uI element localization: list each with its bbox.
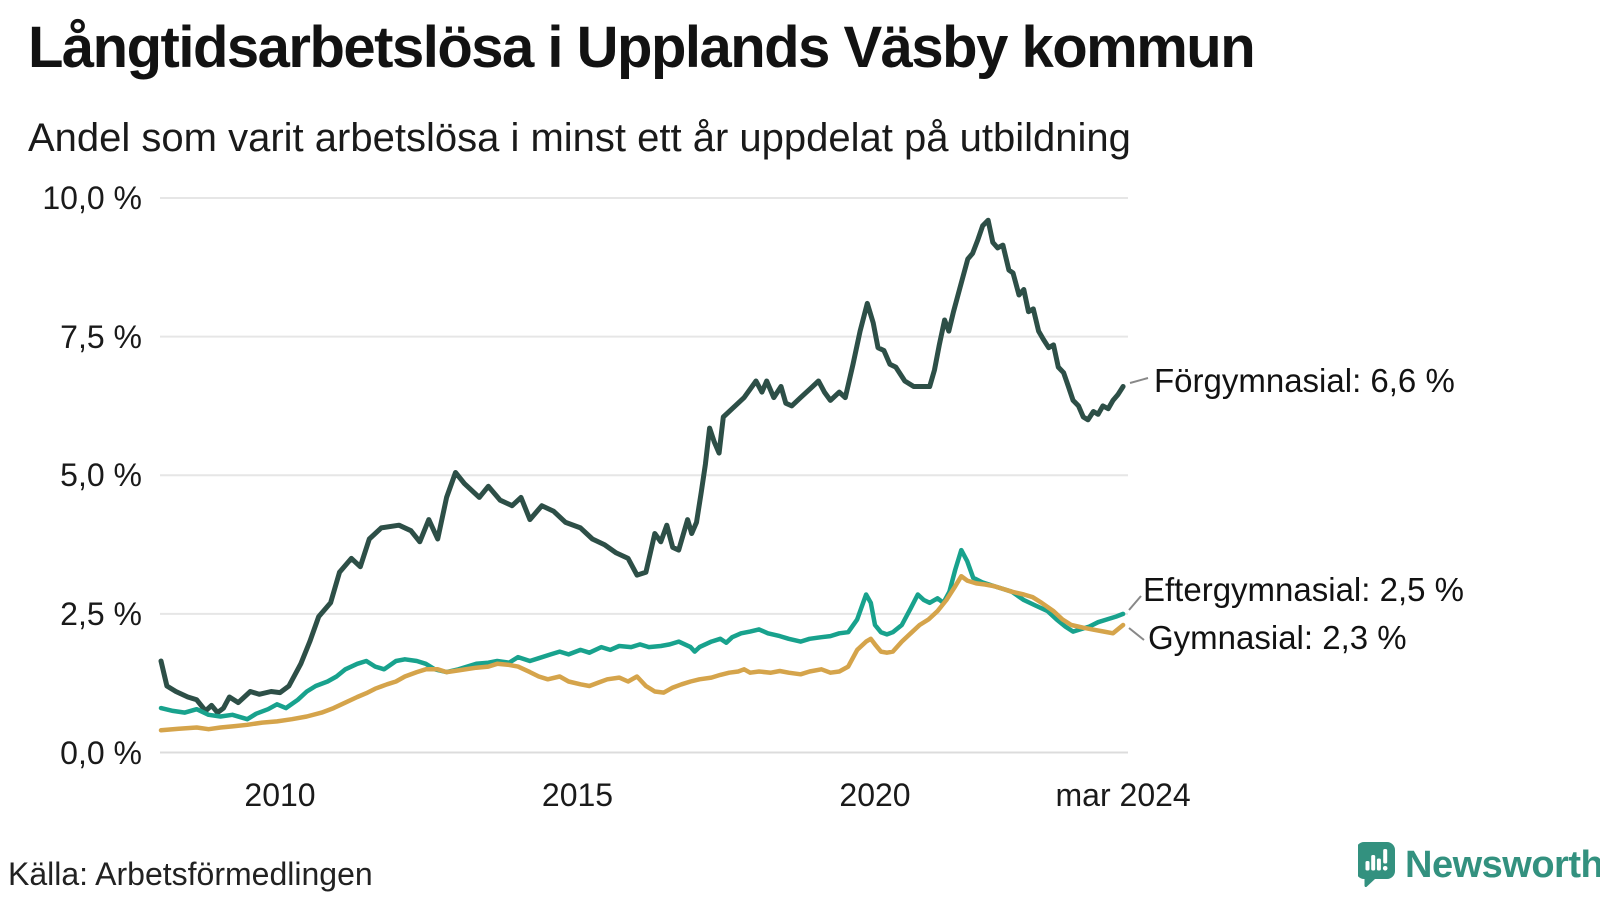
series-end-label-eftergymnasial: Eftergymnasial: 2,5 % [1143, 571, 1464, 608]
source-note: Källa: Arbetsförmedlingen [8, 856, 373, 892]
label-connector-eftergymnasial [1128, 595, 1142, 611]
y-tick-label-10-0-: 10,0 % [42, 180, 142, 216]
x-tick-label-2015: 2015 [541, 777, 614, 813]
x-tick-label-2020: 2020 [839, 777, 911, 813]
newsworthy-wordmark: Newsworthy [1405, 843, 1600, 886]
newsworthy-bubble-icon [1358, 842, 1395, 888]
series-end-label-f-rgymnasial: Förgymnasial: 6,6 % [1154, 362, 1455, 399]
newsworthy-logo: Newsworthy [1358, 842, 1600, 888]
chart-title: Långtidsarbetslösa i Upplands Väsby komm… [28, 15, 1256, 80]
series-line-gymnasial [158, 573, 1126, 733]
x-tick-label-2010: 2010 [244, 777, 316, 813]
series-end-label-gymnasial: Gymnasial: 2,3 % [1148, 619, 1407, 656]
label-connector-f-rgymnasial [1129, 377, 1149, 384]
exclamation-dot [1382, 866, 1388, 871]
x-tick-label-mar-2024: mar 2024 [1055, 777, 1191, 813]
exclamation-bar [1383, 849, 1388, 864]
y-tick-label-7-5-: 7,5 % [60, 318, 142, 355]
series-line-f-rgymnasial [158, 217, 1126, 716]
label-connector-gymnasial [1128, 627, 1145, 641]
series-line-eftergymnasial [158, 547, 1126, 722]
bar-chart-glyph [1365, 849, 1388, 871]
y-tick-label-5-0-: 5,0 % [60, 457, 142, 494]
chart-subtitle: Andel som varit arbetslösa i minst ett å… [28, 116, 1131, 160]
y-tick-label-2-5-: 2,5 % [60, 595, 142, 632]
y-tick-label-0-0-: 0,0 % [60, 734, 142, 771]
